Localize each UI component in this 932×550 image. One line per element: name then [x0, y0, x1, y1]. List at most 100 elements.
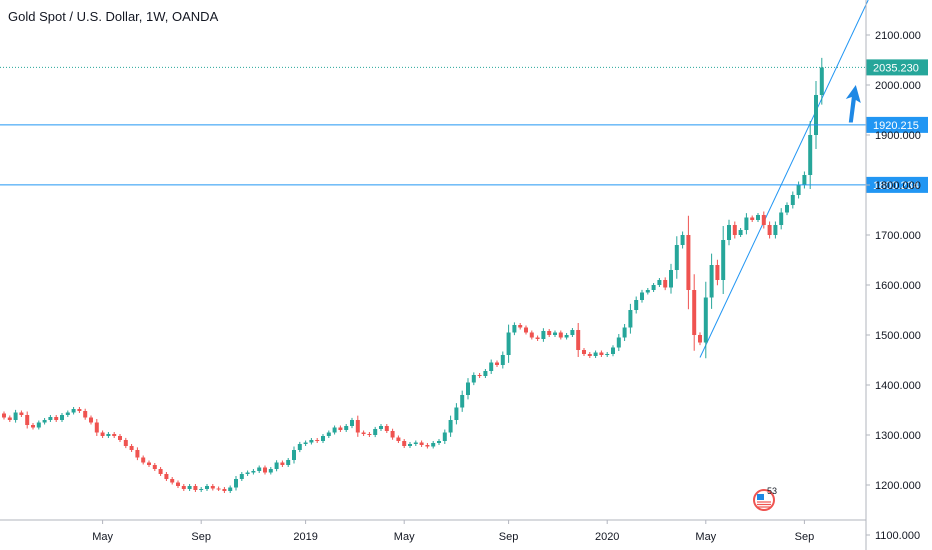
candle-body	[738, 230, 743, 235]
level-label-bg	[866, 116, 928, 133]
candle-body	[535, 337, 540, 339]
candle-body	[303, 442, 308, 444]
candle-body	[7, 417, 12, 420]
candle-body	[222, 489, 227, 491]
candle-body	[152, 465, 157, 469]
candle-body	[164, 474, 169, 479]
candle-body	[257, 467, 262, 471]
candle-body	[582, 350, 586, 354]
candle-body	[112, 434, 117, 436]
candle-body	[94, 422, 99, 433]
candle-body	[297, 444, 302, 450]
x-tick-label: May	[92, 531, 113, 543]
candle-body	[42, 420, 47, 423]
candle-body	[419, 442, 424, 445]
y-tick-label: 1900.000	[875, 130, 921, 142]
x-tick-label: May	[695, 531, 716, 543]
candle-body	[518, 325, 523, 328]
candle-body	[564, 335, 569, 338]
level-label-bg	[866, 176, 928, 193]
candle-body	[431, 443, 436, 447]
y-tick-label: 1600.000	[875, 280, 921, 292]
level-label-bg	[866, 59, 928, 76]
candle-body	[158, 469, 163, 474]
trendline-layer	[699, 0, 869, 358]
y-tick-label: 1300.000	[875, 430, 921, 442]
candle-body	[321, 436, 325, 441]
candle-body	[454, 407, 459, 420]
candle-body	[790, 195, 795, 205]
candle-body	[141, 457, 146, 463]
candle-body	[750, 217, 755, 220]
x-tick-label: 2019	[293, 531, 317, 543]
candle-body	[396, 437, 401, 441]
overlay-layer: 53	[753, 85, 861, 511]
candle-body	[332, 427, 337, 433]
candle-body	[727, 225, 731, 240]
candle-body	[135, 450, 140, 458]
candle-body	[669, 270, 673, 288]
candle-body	[100, 432, 105, 436]
flag-badge-icon	[753, 489, 775, 511]
chart-title: Gold Spot / U.S. Dollar, 1W, OANDA	[8, 9, 219, 24]
candle-body	[367, 434, 372, 435]
y-tick-label: 1400.000	[875, 380, 921, 392]
x-tick-label: Sep	[795, 531, 815, 543]
candle-body	[205, 486, 209, 489]
candle-body	[674, 245, 679, 270]
y-tick-label: 1500.000	[875, 330, 921, 342]
candle-body	[692, 290, 697, 335]
candle-body	[645, 290, 650, 293]
candle-body	[680, 235, 685, 245]
badge-count: 53	[767, 486, 777, 496]
candle-body	[251, 471, 256, 473]
candle-body	[558, 332, 563, 338]
candles-layer	[2, 57, 824, 493]
candle-body	[245, 472, 250, 474]
candle-body	[471, 375, 476, 383]
candle-body	[239, 474, 244, 479]
x-axis: May Sep 2019 May Sep 2020 May Sep	[0, 519, 866, 543]
y-tick-label: 1100.000	[875, 530, 920, 542]
candle-body	[500, 355, 505, 365]
up-arrow-icon	[845, 85, 861, 123]
candle-body	[808, 135, 813, 175]
candle-body	[234, 479, 238, 488]
candle-body	[31, 425, 35, 428]
candle-body	[732, 225, 737, 235]
candle-body	[13, 412, 18, 420]
candle-body	[350, 420, 354, 426]
candle-body	[587, 354, 592, 356]
candle-body	[373, 429, 378, 435]
candle-body	[460, 395, 465, 408]
candle-body	[263, 467, 267, 473]
y-tick-label: 2000.000	[875, 80, 921, 92]
candle-body	[71, 409, 76, 413]
candle-body	[802, 175, 807, 185]
candle-body	[779, 212, 784, 225]
candle-body	[553, 332, 557, 335]
candle-body	[698, 335, 702, 343]
x-tick-label: May	[394, 531, 415, 543]
candle-body	[634, 300, 639, 310]
candle-body	[361, 432, 366, 434]
candle-body	[193, 486, 198, 490]
candle-body	[89, 417, 93, 423]
candle-body	[495, 362, 499, 365]
y-tick-label: 1200.000	[875, 480, 921, 492]
y-tick-label: 1700.000	[875, 230, 921, 242]
candle-body	[25, 415, 30, 425]
candle-body	[390, 431, 395, 438]
candle-body	[181, 486, 186, 489]
candle-body	[379, 426, 383, 429]
levels-layer: 2035.230 1920.215 1800.234	[0, 59, 928, 193]
candle-body	[796, 185, 801, 195]
candle-body	[616, 337, 621, 348]
candle-body	[651, 285, 656, 290]
y-axis: 1100.000 1200.000 1300.000 1400.000 1500.000…	[865, 0, 921, 550]
candle-body	[640, 292, 644, 300]
candle-body	[721, 240, 726, 280]
candle-body	[512, 325, 517, 333]
candle-body	[123, 440, 128, 446]
